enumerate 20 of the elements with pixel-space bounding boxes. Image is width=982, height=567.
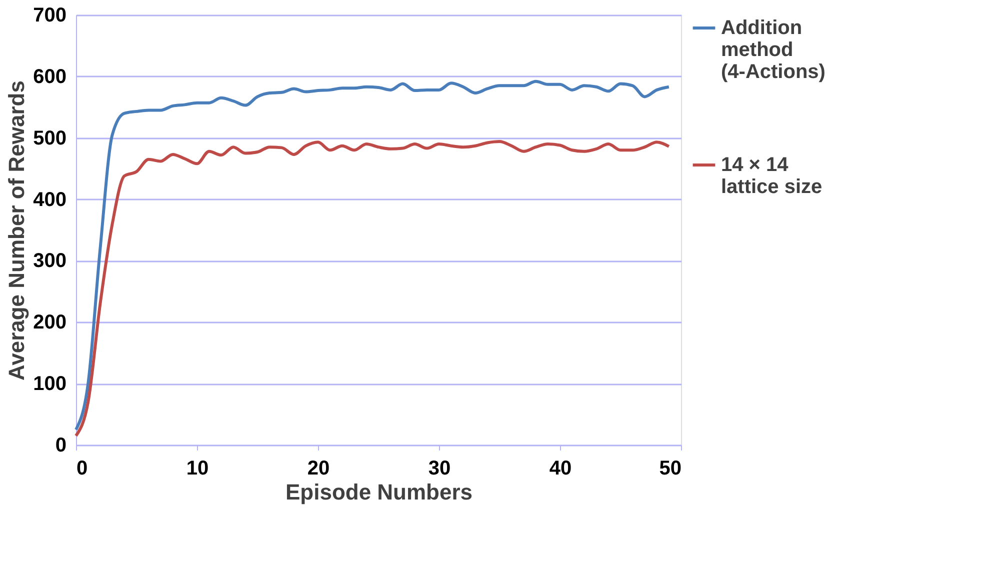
y-tick-label: 500 — [33, 127, 66, 150]
line-series — [74, 80, 670, 432]
x-axis-title: Episode Numbers — [285, 480, 473, 504]
y-tick-label: 300 — [33, 250, 66, 272]
x-tick-label: 30 — [428, 458, 451, 480]
y-tick-label: 400 — [33, 188, 66, 211]
y-tick-label: 100 — [33, 373, 66, 396]
y-tick-label: 600 — [33, 66, 66, 88]
x-tick-label: 20 — [307, 458, 330, 480]
y-tick-label: 0 — [55, 434, 66, 456]
legend-label: 14 × 14 lattice size — [721, 154, 822, 198]
y-tick-label: 200 — [33, 312, 66, 334]
x-tick-label: 50 — [659, 458, 682, 480]
legend-label: Addition method (4-Actions) — [721, 17, 826, 83]
y-tick-label: 700 — [33, 4, 66, 26]
x-tick-label: 10 — [186, 458, 209, 480]
x-tick-label: 40 — [549, 458, 572, 480]
line-series — [74, 140, 670, 438]
y-axis-title: Average Number of Rewards — [4, 80, 30, 380]
x-tick-label: 0 — [76, 458, 88, 480]
